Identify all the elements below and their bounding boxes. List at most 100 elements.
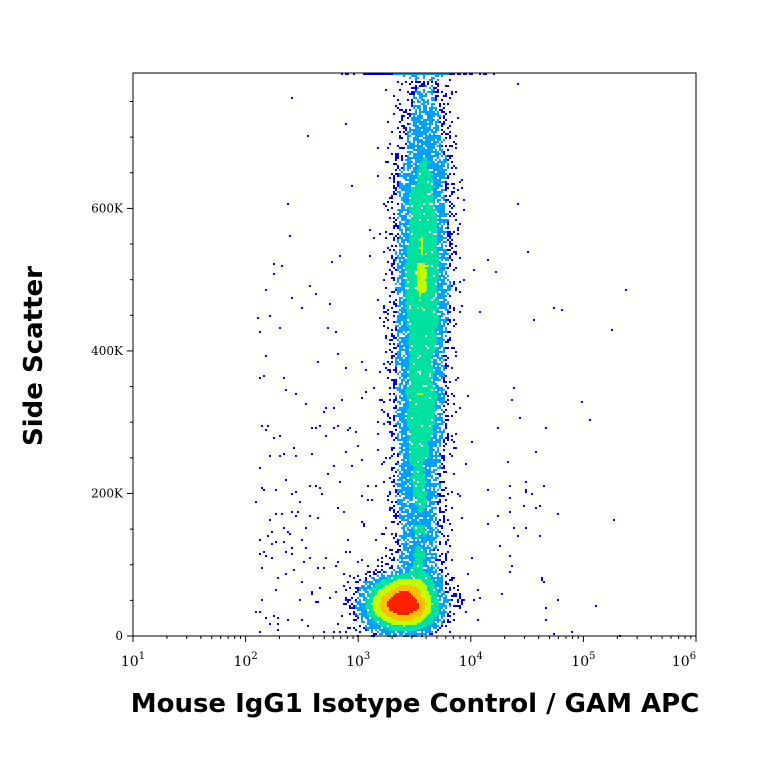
density-cell: [427, 479, 429, 481]
density-cell: [439, 325, 441, 327]
density-cell: [429, 503, 431, 505]
density-cell: [429, 143, 431, 145]
density-cell: [397, 439, 399, 441]
density-cell: [415, 445, 417, 447]
density-cell: [407, 175, 409, 177]
density-cell: [407, 257, 409, 259]
density-cell: [415, 491, 417, 493]
density-cell: [419, 243, 421, 245]
density-cell: [427, 519, 429, 521]
density-cell: [409, 371, 411, 373]
density-cell: [401, 119, 403, 121]
density-cell: [431, 449, 433, 451]
density-cell: [405, 385, 407, 387]
density-cell: [429, 499, 431, 501]
density-cell: [433, 103, 435, 105]
density-cell: [439, 445, 441, 447]
density-cell: [433, 483, 435, 485]
density-cell: [439, 193, 441, 195]
density-cell: [283, 453, 285, 455]
density-cell: [447, 347, 449, 349]
density-cell: [405, 433, 407, 435]
density-cell: [463, 279, 465, 281]
density-cell: [413, 241, 415, 243]
density-cell: [393, 475, 395, 477]
density-cell: [409, 345, 411, 347]
density-cell: [437, 265, 439, 267]
density-cell: [435, 175, 437, 177]
density-cell: [437, 229, 439, 231]
density-cell: [431, 249, 433, 251]
density-cell: [399, 377, 401, 379]
density-cell: [409, 437, 411, 439]
density-cell: [433, 363, 435, 365]
density-cell: [417, 339, 419, 341]
density-cell: [437, 379, 439, 381]
density-cell: [429, 493, 431, 495]
density-cell: [421, 237, 423, 239]
density-cell: [431, 491, 433, 493]
density-cell: [423, 83, 425, 85]
density-cell: [405, 395, 407, 397]
density-cell: [413, 209, 415, 211]
density-cell: [411, 257, 413, 259]
density-cell: [443, 313, 445, 315]
density-cell: [449, 339, 451, 341]
density-cell: [419, 361, 421, 363]
density-cell: [405, 227, 407, 229]
density-cell: [431, 443, 433, 445]
density-cell: [403, 245, 405, 247]
density-cell: [441, 213, 443, 215]
density-cell: [403, 169, 405, 171]
density-cell: [431, 493, 433, 495]
density-cell: [409, 479, 411, 481]
density-cell: [441, 533, 443, 535]
density-cell: [423, 419, 425, 421]
density-cell: [417, 219, 419, 221]
density-cell: [487, 489, 489, 491]
density-cell: [425, 295, 427, 297]
density-cell: [423, 211, 425, 213]
density-cell: [427, 465, 429, 467]
density-cell: [417, 277, 419, 279]
density-cell: [391, 467, 393, 469]
density-cell: [411, 145, 413, 147]
density-cell: [391, 197, 393, 199]
density-cell: [409, 489, 411, 491]
density-cell: [425, 353, 427, 355]
density-cell: [437, 483, 439, 485]
density-cell: [429, 115, 431, 117]
density-cell: [421, 351, 423, 353]
density-cell: [417, 195, 419, 197]
density-cell: [415, 343, 417, 345]
density-cell: [399, 423, 401, 425]
density-cell: [409, 193, 411, 195]
density-cell: [409, 389, 411, 391]
density-cell: [409, 365, 411, 367]
density-cell: [417, 437, 419, 439]
density-cell: [407, 359, 409, 361]
density-cell: [395, 489, 397, 491]
density-cell: [415, 235, 417, 237]
density-cell: [425, 127, 427, 129]
density-cell: [427, 339, 429, 341]
density-cell: [421, 513, 423, 515]
density-cell: [283, 527, 285, 529]
density-cell: [431, 425, 433, 427]
density-cell: [411, 273, 413, 275]
density-cell: [437, 309, 439, 311]
density-cell: [267, 535, 269, 537]
density-cell: [589, 419, 591, 421]
density-cell: [429, 437, 431, 439]
density-cell: [439, 199, 441, 201]
density-cell: [427, 157, 429, 159]
density-cell: [445, 195, 447, 197]
density-cell: [345, 451, 347, 453]
density-cell: [427, 179, 429, 181]
density-cell: [409, 147, 411, 149]
density-cell: [409, 487, 411, 489]
density-cell: [429, 133, 431, 135]
density-cell: [405, 421, 407, 423]
density-cell: [423, 403, 425, 405]
density-cell: [417, 449, 419, 451]
